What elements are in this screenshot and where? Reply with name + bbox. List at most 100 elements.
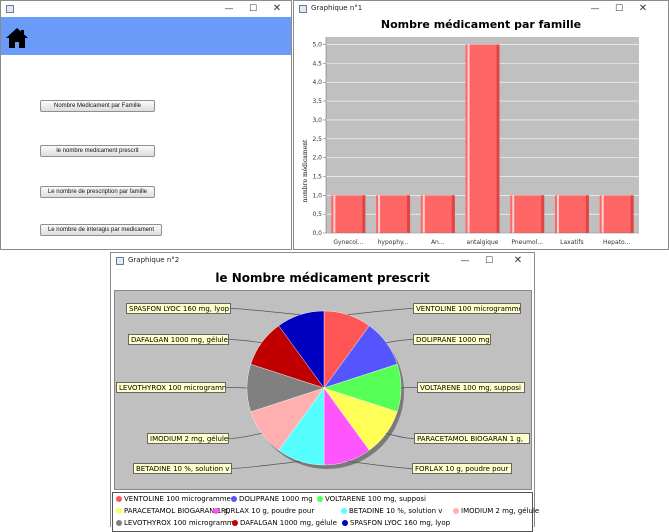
legend-item: IMODIUM 2 mg, gélule [453,506,539,516]
minimize-button[interactable]: — [460,256,470,266]
pie-legend: VENTOLINE 100 microgramme DOLIPRANE 1000 … [112,492,539,532]
legend-item: PARACETAMOL BIOGARAN 1 g, [116,506,230,516]
bar [376,195,411,233]
y-tick-label: 2,5 [312,136,322,143]
x-tick-label: hypophy... [378,239,409,246]
bar-shade [407,195,411,233]
legend-swatch [116,520,122,526]
medicament-par-famille-button[interactable]: Nombre Medicament par Famille [40,100,155,112]
bar [331,195,366,233]
java-app-icon [116,257,124,265]
maximize-button[interactable]: ☐ [484,256,494,266]
bar-highlight [333,195,336,233]
bar-highlight [422,195,425,233]
legend-label: DOLIPRANE 1000 mg [239,495,313,503]
y-tick-label: 4,0 [312,79,322,86]
prescription-par-famille-button[interactable]: Le nombre de prescription par famille [40,186,155,198]
y-tick-label: 4,5 [312,60,322,67]
window-title: Graphique n°2 [128,256,180,264]
pie-slice-label: DAFALGAN 1000 mg, gélule [128,334,229,345]
legend-swatch [231,496,237,502]
x-tick-label: Gynecol... [333,239,363,246]
pie-slice-label: VENTOLINE 100 microgramme [413,303,521,314]
bar [465,44,500,234]
bar [599,195,634,233]
bar-chart-title: Nombre médicament par famille [380,18,582,31]
pie-slice-label: LEVOTHYROX 100 microgramm [116,382,226,393]
y-tick-label: 1,0 [312,192,322,199]
y-tick-label: 0,0 [312,230,322,237]
bar [510,195,545,233]
pie-label-connector [225,387,248,389]
maximize-button[interactable]: ☐ [614,4,624,14]
minimize-button[interactable]: — [590,4,600,14]
legend-item: DOLIPRANE 1000 mg [231,494,313,504]
close-button[interactable]: ✕ [272,3,282,14]
x-tick-label: Laxatifs [560,239,584,246]
pie-slice-label: IMODIUM 2 mg, gélule [147,433,229,444]
legend-item: SPASFON LYOC 160 mg, lyop [342,518,450,528]
bar-shade [630,195,634,233]
legend-label: IMODIUM 2 mg, gélule [461,507,540,515]
maximize-button[interactable]: ☐ [248,4,258,14]
legend-swatch [116,496,122,502]
menu-window: — ☐ ✕ Nombre Medicament par Famille le n… [0,0,292,250]
legend-item: DAFALGAN 1000 mg, gélule [232,518,337,528]
bar-chart: nombre médicament 0,0 0,5 1,0 1,5 2,0 2,5 3,0 3… [302,37,639,246]
legend-item: BETADINE 10 %, solution v [341,506,442,516]
legend-swatch [116,508,122,514]
legend-label: BETADINE 10 %, solution v [349,507,443,515]
pie-chart [225,308,418,469]
header-bar [1,17,291,55]
pie-label-connector [386,432,415,439]
legend-swatch [342,520,348,526]
bar-shade [585,195,589,233]
x-tick-label: Hepato... [603,239,630,246]
bar-shade [541,195,545,233]
legend-item: VOLTARENE 100 mg, supposi [317,494,426,504]
bar-window-titlebar: Graphique n°1 — ☐ ✕ [294,1,668,17]
bar-highlight [512,195,515,233]
pie-slice-label: SPASFON LYOC 160 mg, lyop [126,303,231,314]
pie-slice-label: BETADINE 10 %, solution v [133,463,232,474]
y-tick-label: 0,5 [312,211,322,218]
legend-label: VENTOLINE 100 microgramme [124,495,231,503]
close-button[interactable]: ✕ [638,3,648,14]
pie-label-connector [347,308,414,316]
legend-item: FORLAX 10 g, poudre pour [213,506,314,516]
pie-label-connector [386,339,414,344]
bar-highlight [378,195,381,233]
minimize-button[interactable]: — [224,4,234,14]
pie-label-connector [230,308,301,316]
bar-body [599,195,634,233]
bar-body [465,44,500,234]
legend-label: PARACETAMOL BIOGARAN 1 g, [124,507,231,515]
close-button[interactable]: ✕ [513,255,523,266]
bar-shade [362,195,366,233]
java-app-icon [299,5,307,13]
pie-label-connector [228,432,262,439]
y-tick-label: 3,0 [312,117,322,124]
x-tick-label: An... [431,239,445,246]
bar-body [331,195,366,233]
legend-swatch [213,508,219,514]
legend-item: LEVOTHYROX 100 microgramm [116,518,234,528]
legend-swatch [317,496,323,502]
pie-chart-title: le Nombre médicament prescrit [215,271,430,285]
y-tick-label: 2,0 [312,155,322,162]
menu-window-titlebar: — ☐ ✕ [1,1,291,17]
x-tick-label: antalgique [467,239,499,246]
java-app-icon [6,5,14,13]
pie-label-connector [347,460,413,469]
legend-item: VENTOLINE 100 microgramme [116,494,231,504]
window-title: Graphique n°1 [311,4,363,12]
home-icon[interactable] [5,27,29,49]
legend-swatch [341,508,347,514]
bar-highlight [556,195,559,233]
bar-chart-window: Graphique n°1 — ☐ ✕ Nombre médicament pa… [293,0,669,250]
legend-label: LEVOTHYROX 100 microgramm [124,519,234,527]
interagis-par-medicament-button[interactable]: Le nombre de interagis par medicament [40,224,162,236]
y-axis-label: nombre médicament [302,139,309,202]
medicament-prescrit-button[interactable]: le nombre medicament prescrit [40,145,155,157]
bar-highlight [601,195,604,233]
